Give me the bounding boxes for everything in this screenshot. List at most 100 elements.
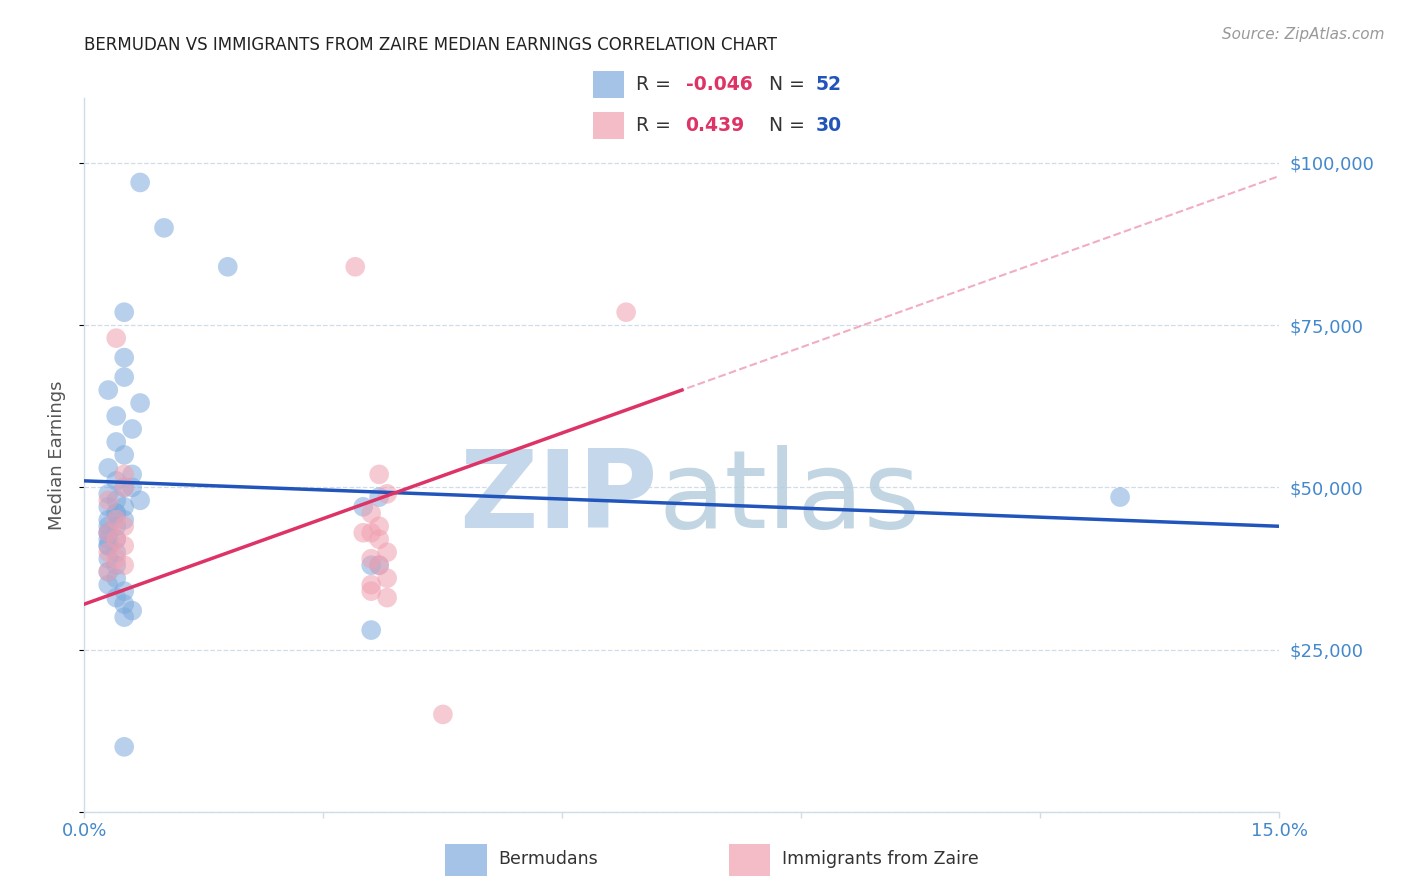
Point <box>105 513 128 527</box>
Text: R =: R = <box>636 75 671 94</box>
Point <box>105 493 128 508</box>
Point <box>112 513 135 527</box>
Point <box>105 506 128 520</box>
Text: N =: N = <box>769 116 806 135</box>
Point <box>97 539 120 553</box>
Point <box>432 707 454 722</box>
Text: 0.439: 0.439 <box>686 116 745 135</box>
Point <box>97 525 120 540</box>
Point <box>97 525 120 540</box>
Y-axis label: Median Earnings: Median Earnings <box>48 380 66 530</box>
Point <box>153 220 176 235</box>
Text: -0.046: -0.046 <box>686 75 752 94</box>
Point <box>121 604 143 618</box>
Text: N =: N = <box>769 75 806 94</box>
Point <box>112 519 135 533</box>
Text: 52: 52 <box>815 75 841 94</box>
Point <box>129 176 152 190</box>
Point <box>352 525 374 540</box>
Point <box>217 260 239 274</box>
Point <box>105 434 128 449</box>
Point <box>129 493 152 508</box>
Point <box>368 558 391 573</box>
Point <box>112 584 135 599</box>
FancyBboxPatch shape <box>593 112 624 139</box>
Point <box>368 533 391 547</box>
Point <box>129 396 152 410</box>
Point <box>360 525 382 540</box>
Point <box>105 551 128 566</box>
Point <box>97 461 120 475</box>
Point <box>97 539 120 553</box>
Text: R =: R = <box>636 116 671 135</box>
Point <box>112 467 135 482</box>
Point <box>97 545 120 559</box>
Point <box>112 610 135 624</box>
Point <box>105 591 128 605</box>
Point <box>375 571 398 585</box>
Point <box>121 480 143 494</box>
Point <box>112 305 135 319</box>
Point <box>112 370 135 384</box>
Point <box>121 422 143 436</box>
Point <box>360 623 382 637</box>
Point <box>614 305 637 319</box>
Point <box>360 577 382 591</box>
Point <box>97 551 120 566</box>
Point <box>112 597 135 611</box>
Point <box>97 500 120 514</box>
Text: Immigrants from Zaire: Immigrants from Zaire <box>782 849 979 868</box>
Point <box>105 533 128 547</box>
Point <box>112 480 135 494</box>
Point <box>112 480 135 494</box>
Text: 30: 30 <box>815 116 842 135</box>
Point <box>97 565 120 579</box>
Point <box>105 409 128 423</box>
Point <box>97 533 120 547</box>
Point <box>375 591 398 605</box>
Point <box>105 571 128 585</box>
Point <box>352 500 374 514</box>
Point <box>105 545 128 559</box>
Point <box>105 506 128 520</box>
Point <box>105 519 128 533</box>
Point <box>360 558 382 573</box>
FancyBboxPatch shape <box>446 844 486 876</box>
Point <box>112 539 135 553</box>
Point <box>375 487 398 501</box>
Point <box>112 558 135 573</box>
Point <box>97 383 120 397</box>
FancyBboxPatch shape <box>728 844 770 876</box>
Point <box>97 525 120 540</box>
Point <box>97 519 120 533</box>
Point <box>97 577 120 591</box>
Point <box>97 493 120 508</box>
Point <box>112 739 135 754</box>
Point <box>375 545 398 559</box>
Text: Bermudans: Bermudans <box>499 849 599 868</box>
Point <box>112 448 135 462</box>
Point <box>121 467 143 482</box>
Text: ZIP: ZIP <box>460 445 658 550</box>
Point <box>1109 490 1132 504</box>
Point <box>97 565 120 579</box>
Point <box>344 260 367 274</box>
Point <box>105 533 128 547</box>
Point <box>368 519 391 533</box>
Point <box>368 490 391 504</box>
Point <box>112 351 135 365</box>
Text: Source: ZipAtlas.com: Source: ZipAtlas.com <box>1222 27 1385 42</box>
FancyBboxPatch shape <box>593 71 624 98</box>
Point <box>368 558 391 573</box>
Point <box>105 558 128 573</box>
Point <box>97 513 120 527</box>
Point <box>112 500 135 514</box>
Text: BERMUDAN VS IMMIGRANTS FROM ZAIRE MEDIAN EARNINGS CORRELATION CHART: BERMUDAN VS IMMIGRANTS FROM ZAIRE MEDIAN… <box>84 36 778 54</box>
Point <box>105 331 128 345</box>
Point <box>360 584 382 599</box>
Point <box>105 474 128 488</box>
Point <box>360 506 382 520</box>
Point <box>368 467 391 482</box>
Point <box>97 487 120 501</box>
Point <box>360 551 382 566</box>
